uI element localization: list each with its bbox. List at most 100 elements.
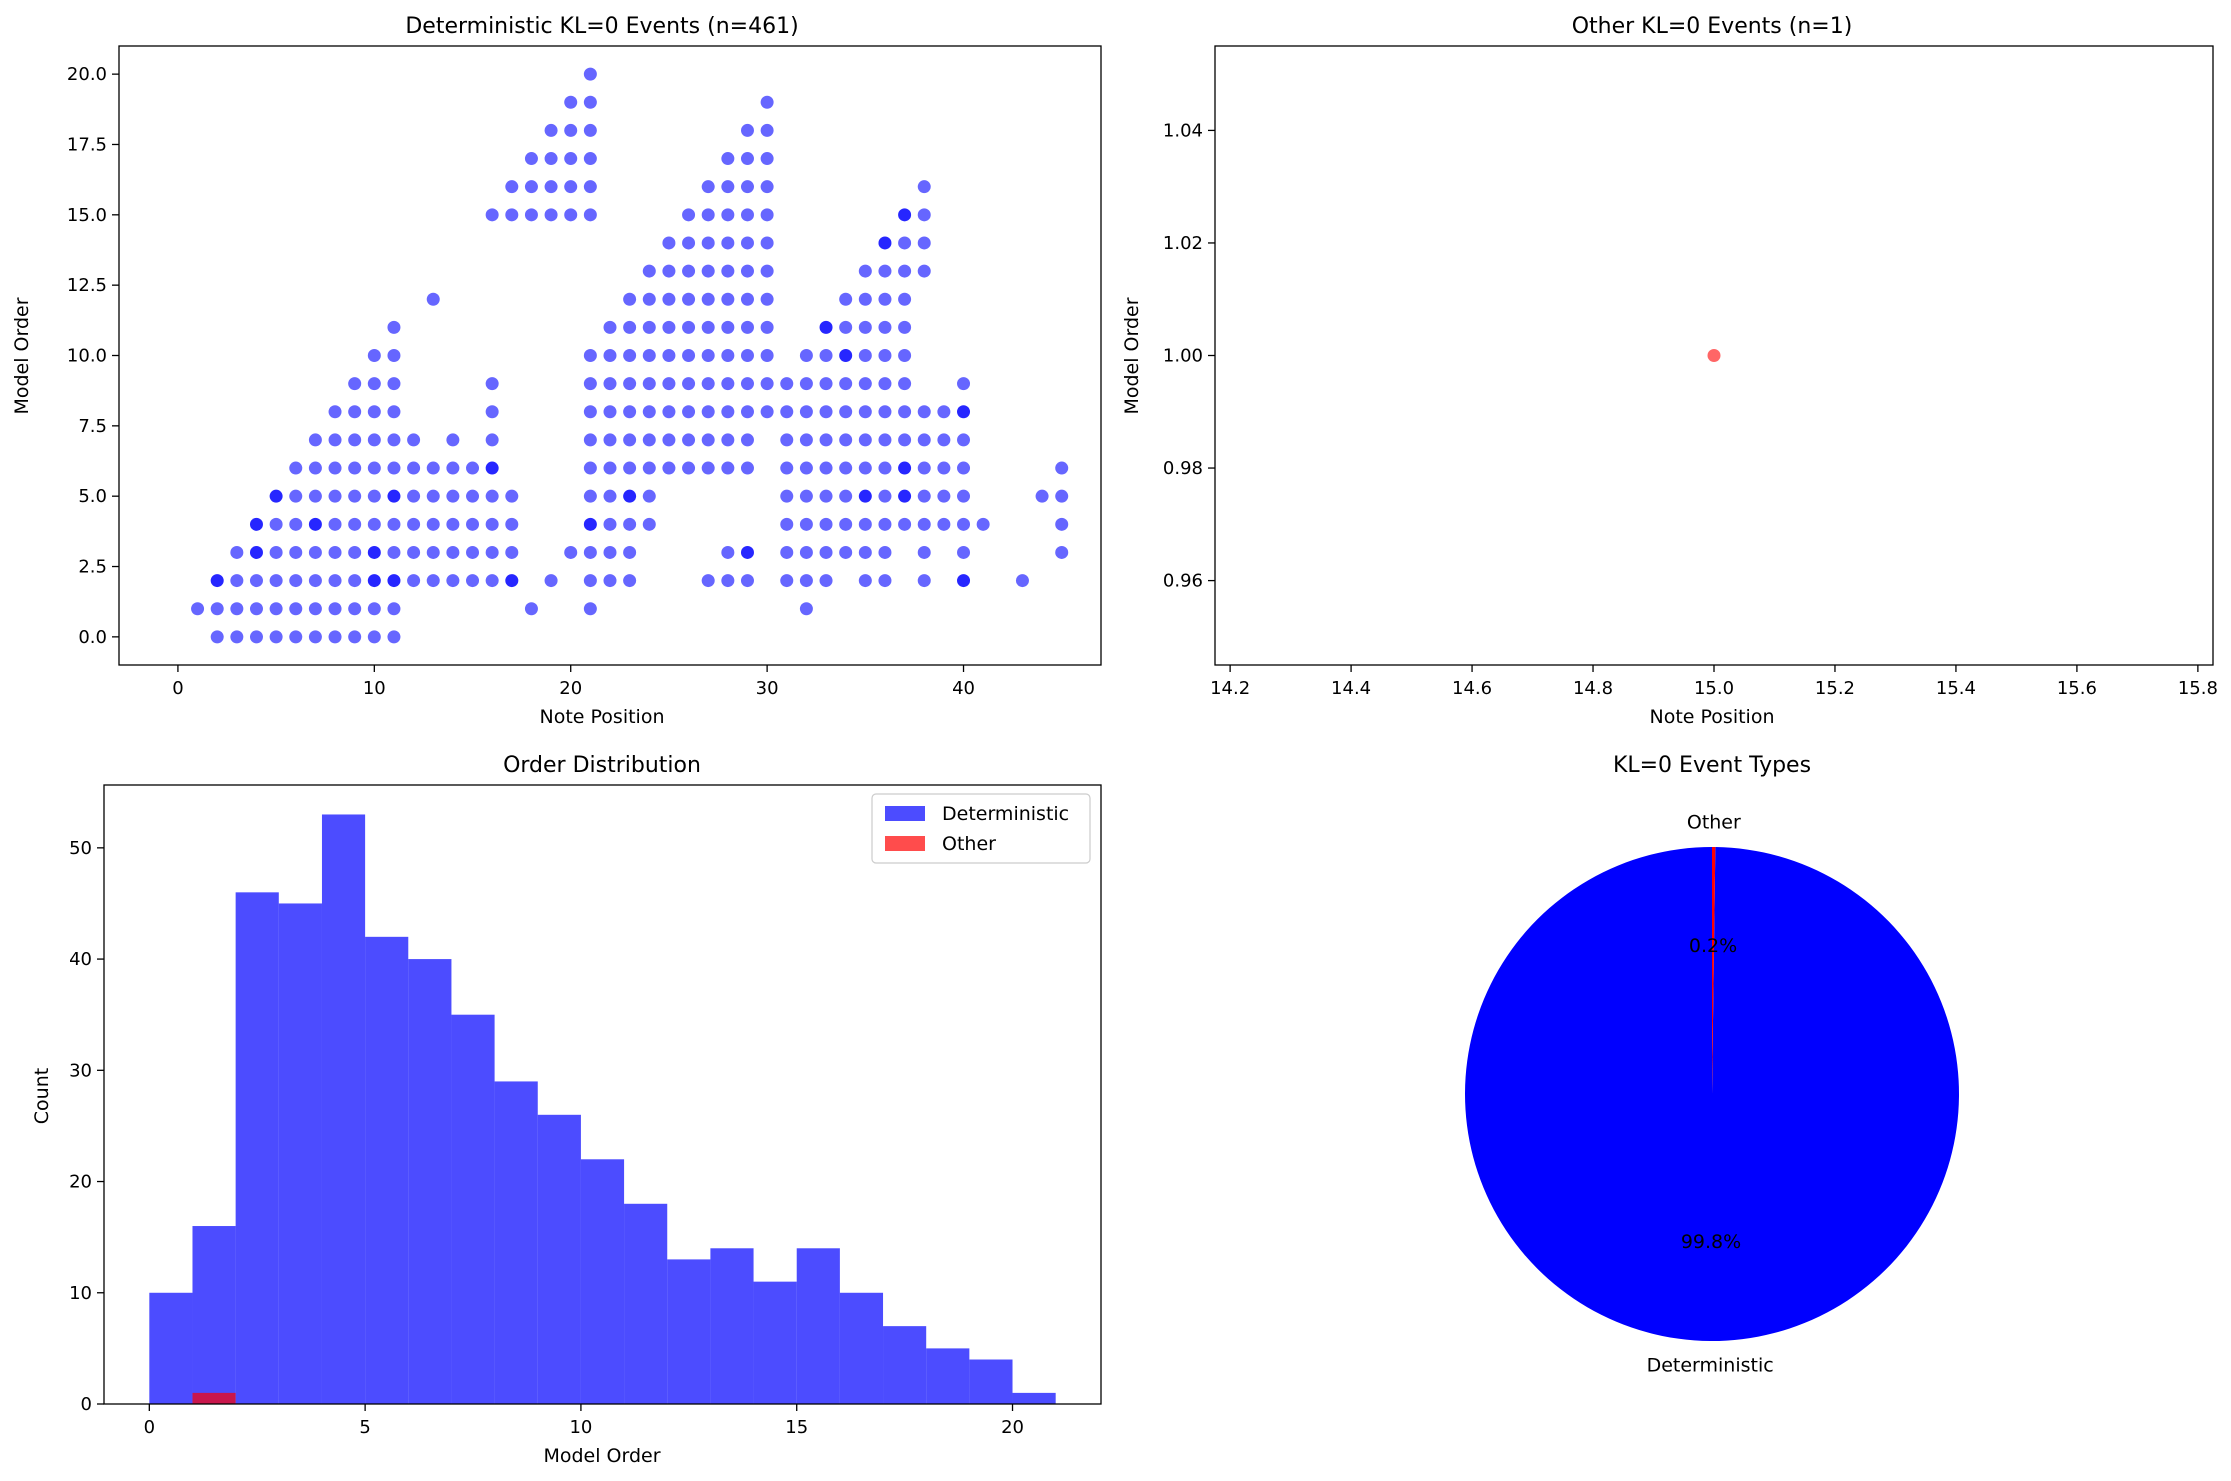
scatter-point [839,545,853,559]
scatter-point [740,433,754,447]
scatter-point [348,630,362,644]
scatter-point [662,349,676,362]
deterministic-scatter-ytick-label: 12.5 [67,275,107,296]
histogram-bar-deterministic [926,1348,970,1404]
scatter-point [721,208,735,222]
scatter-point [819,574,833,588]
scatter-point [367,574,381,588]
scatter-point [328,433,342,447]
scatter-point [701,433,715,447]
scatter-point [799,517,813,531]
scatter-point [721,152,735,166]
scatter-point [485,405,499,419]
scatter-point [858,433,872,447]
scatter-point [603,377,617,391]
scatter-point [249,630,263,644]
scatter-point [230,602,244,616]
deterministic-scatter-xtick-label: 10 [363,678,386,699]
deterministic-scatter-ytick-label: 2.5 [78,557,107,578]
scatter-point [662,433,676,447]
scatter-point [269,545,283,559]
scatter-point [701,236,715,250]
scatter-point [662,461,676,475]
scatter-point [780,433,794,447]
scatter-point [466,574,480,588]
scatter-point [917,264,931,278]
scatter-point [367,602,381,616]
scatter-point [682,320,696,334]
scatter-point [269,574,283,588]
scatter-point [819,433,833,447]
scatter-point [642,405,656,419]
scatter-point [642,377,656,391]
scatter-point [701,349,715,362]
scatter-point [387,433,401,447]
scatter-point [898,208,912,222]
scatter-point [269,517,283,531]
scatter-point [858,320,872,334]
scatter-point [328,489,342,503]
scatter-point [367,630,381,644]
scatter-point [269,630,283,644]
scatter-point [819,545,833,559]
scatter-point [230,574,244,588]
pie-label-deterministic: Deterministic [1647,1355,1774,1377]
scatter-point [760,180,774,194]
scatter-point [426,517,440,531]
scatter-point [878,405,892,419]
scatter-point [839,320,853,334]
scatter-point [780,545,794,559]
scatter-point [642,461,656,475]
scatter-point [308,433,322,447]
scatter-point [603,320,617,334]
pie-percent-other: 0.2% [1689,935,1737,957]
scatter-point [249,602,263,616]
scatter-point [289,602,303,616]
scatter-point [721,545,735,559]
scatter-point [976,517,990,531]
scatter-point [387,545,401,559]
scatter-point [249,545,263,559]
histogram-bar-deterministic [235,892,279,1404]
scatter-point [603,545,617,559]
deterministic-scatter-ytick-label: 7.5 [78,416,107,437]
scatter-point [387,517,401,531]
scatter-point [407,489,421,503]
scatter-point [485,208,499,222]
deterministic-scatter-axes-frame [118,45,1102,666]
scatter-point [603,517,617,531]
scatter-point [328,630,342,644]
scatter-point [760,95,774,109]
histogram-bar-deterministic [278,903,322,1404]
scatter-point [701,180,715,194]
other-scatter-xtick-label: 15.6 [2057,678,2097,699]
scatter-point [328,517,342,531]
scatter-point [721,405,735,419]
scatter-point [957,461,971,475]
scatter-point [564,123,578,137]
scatter-point [721,320,735,334]
scatter-point [387,574,401,588]
scatter-point [564,95,578,109]
scatter-point [289,630,303,644]
order-distribution-xtick-label: 20 [1001,1417,1024,1438]
deterministic-scatter-title: Deterministic KL=0 Events (n=461) [405,14,798,39]
scatter-point [407,461,421,475]
order-distribution-xtick-label: 0 [144,1417,155,1438]
order-distribution-ytick-label: 50 [69,838,92,859]
scatter-point [348,602,362,616]
scatter-point [878,461,892,475]
scatter-point [1015,574,1029,588]
histogram-bar-deterministic [192,1226,236,1404]
scatter-point [367,461,381,475]
pie-slice-deterministic [1464,847,1959,1341]
scatter-point [662,264,676,278]
scatter-point [760,208,774,222]
scatter-point [799,377,813,391]
scatter-point [780,574,794,588]
scatter-point [760,405,774,419]
scatter-point [858,405,872,419]
scatter-point [662,320,676,334]
pie-percent-deterministic: 99.8% [1681,1231,1741,1253]
histogram-bar-deterministic [883,1326,927,1404]
